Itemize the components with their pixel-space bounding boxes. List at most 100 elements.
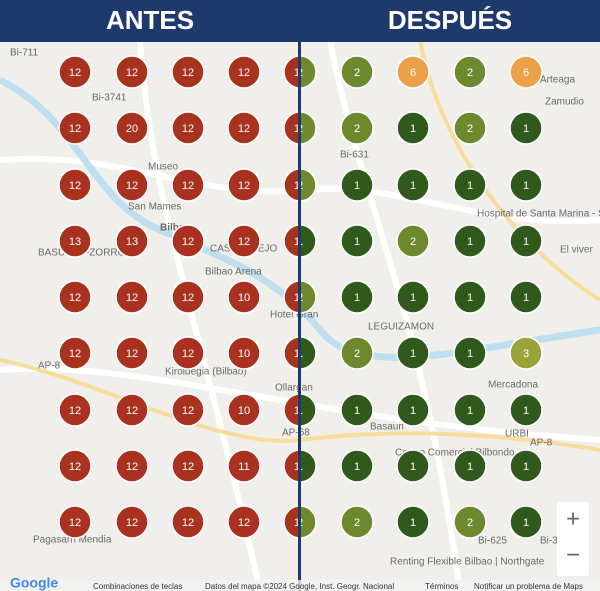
cluster-count: 12 <box>294 180 306 192</box>
cluster-count: 6 <box>410 67 416 79</box>
cluster-count: 1 <box>354 461 360 473</box>
cluster-marker <box>283 55 299 89</box>
map-label: Centro Comercial Bilbondo <box>395 448 515 459</box>
zoom-in[interactable]: + <box>566 505 580 532</box>
footer-link[interactable]: Combinaciones de teclas <box>93 582 182 591</box>
footer-link[interactable]: Notificar un problema de Maps <box>474 582 583 591</box>
divider <box>298 0 301 591</box>
cluster-marker <box>453 393 487 427</box>
cluster-marker <box>283 168 299 202</box>
cluster-count: 1 <box>467 405 473 417</box>
cluster-marker <box>396 55 430 89</box>
zoom-out[interactable]: − <box>566 541 580 568</box>
cluster-marker <box>171 55 205 89</box>
cluster-count: 12 <box>126 517 138 529</box>
map-label: Ollargan <box>275 383 313 394</box>
cluster-marker <box>115 336 149 370</box>
map-label: LEGUIZAMON <box>368 322 434 333</box>
cluster-count: 12 <box>238 67 250 79</box>
footer-link[interactable]: Datos del mapa ©2024 Google, Inst. Geogr… <box>205 582 394 591</box>
cluster-marker <box>227 168 261 202</box>
cluster-count: 1 <box>410 517 416 529</box>
cluster-count: 12 <box>182 180 194 192</box>
cluster-count: 12 <box>182 461 194 473</box>
cluster-count: 12 <box>294 123 306 135</box>
map-label: Bi-625 <box>478 536 507 547</box>
cluster-marker <box>227 280 261 314</box>
cluster-marker <box>58 111 92 145</box>
cluster-count: 1 <box>467 461 473 473</box>
cluster-marker <box>301 393 317 427</box>
cluster-marker <box>227 393 261 427</box>
cluster-marker <box>340 393 374 427</box>
cluster-count: 12 <box>182 123 194 135</box>
map-label: Hotel Gran <box>270 310 318 321</box>
cluster-marker <box>115 224 149 258</box>
cluster-count: 20 <box>126 123 138 135</box>
cluster-marker <box>396 393 430 427</box>
cluster-marker <box>453 449 487 483</box>
cluster-marker <box>509 336 543 370</box>
cluster-count: 12 <box>182 67 194 79</box>
map-label: Hospital de Santa Marina - Santa... <box>477 209 600 220</box>
cluster-marker <box>396 449 430 483</box>
cluster-marker <box>301 168 317 202</box>
cluster-marker <box>283 336 299 370</box>
cluster-count: 12 <box>69 67 81 79</box>
cluster-marker <box>171 111 205 145</box>
cluster-count: 10 <box>238 348 250 360</box>
cluster-marker <box>227 224 261 258</box>
cluster-count: 3 <box>523 348 529 360</box>
cluster-count: 12 <box>182 405 194 417</box>
cluster-marker <box>115 449 149 483</box>
cluster-count: 12 <box>69 292 81 304</box>
cluster-count: 2 <box>354 517 360 529</box>
cluster-count: 1 <box>467 236 473 248</box>
cluster-marker <box>115 505 149 539</box>
cluster-marker <box>283 224 299 258</box>
cluster-count: 1 <box>523 123 529 135</box>
cluster-marker <box>396 280 430 314</box>
cluster-count: 10 <box>294 461 306 473</box>
cluster-count: 12 <box>126 348 138 360</box>
cluster-count: 1 <box>354 236 360 248</box>
map-label: URBI <box>505 429 529 440</box>
cluster-count: 12 <box>182 517 194 529</box>
cluster-marker <box>509 168 543 202</box>
cluster-marker <box>283 111 299 145</box>
cluster-count: 1 <box>410 461 416 473</box>
cluster-marker <box>509 55 543 89</box>
cluster-count: 1 <box>354 292 360 304</box>
cluster-count: 2 <box>354 123 360 135</box>
cluster-count: 2 <box>297 67 303 79</box>
footer-link[interactable]: Términos <box>425 582 458 591</box>
cluster-count: 1 <box>523 517 529 529</box>
cluster-marker <box>171 168 205 202</box>
cluster-count: 1 <box>523 236 529 248</box>
cluster-marker <box>301 505 317 539</box>
cluster-count: 1 <box>467 180 473 192</box>
cluster-marker <box>340 336 374 370</box>
cluster-count: 1 <box>410 405 416 417</box>
cluster-marker <box>396 336 430 370</box>
river <box>0 76 600 361</box>
cluster-count: 6 <box>523 67 529 79</box>
map-label: AP-68 <box>282 428 310 439</box>
cluster-count: 12 <box>69 405 81 417</box>
cluster-count: 10 <box>238 405 250 417</box>
cluster-marker <box>396 111 430 145</box>
footer-bar <box>0 580 600 591</box>
cluster-marker <box>115 168 149 202</box>
cluster-marker <box>396 224 430 258</box>
cluster-count: 12 <box>69 517 81 529</box>
cluster-marker <box>58 55 92 89</box>
cluster-count: 2 <box>354 348 360 360</box>
cluster-marker <box>58 449 92 483</box>
cluster-count: 1 <box>410 180 416 192</box>
map-label: Basauri <box>370 422 404 433</box>
cluster-count: 12 <box>126 461 138 473</box>
cluster-count: 10 <box>294 517 306 529</box>
cluster-count: 2 <box>297 180 303 192</box>
cluster-count: 2 <box>467 517 473 529</box>
